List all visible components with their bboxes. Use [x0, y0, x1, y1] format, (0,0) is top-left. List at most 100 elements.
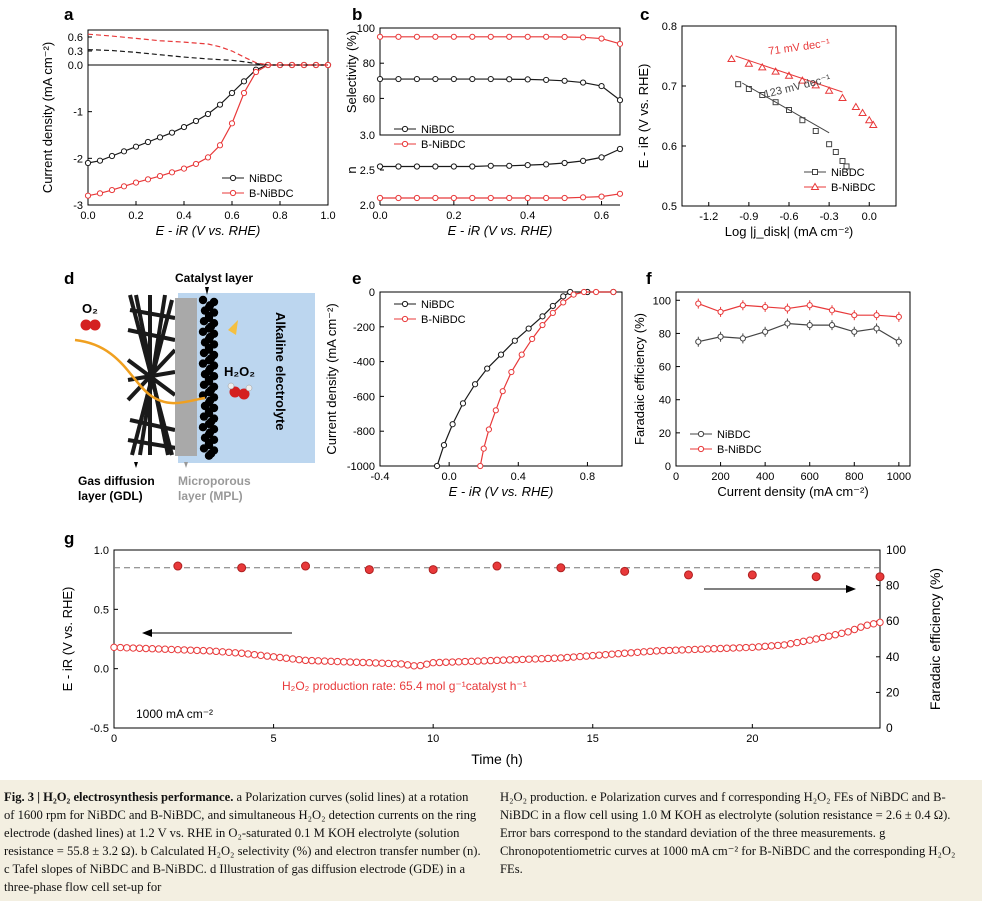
data-point	[549, 309, 556, 316]
data-point	[448, 658, 457, 666]
y-tick-label: 0.6	[68, 32, 83, 44]
x-tick-label: 1000	[887, 471, 911, 483]
legend-marker	[229, 189, 237, 197]
data-point	[598, 35, 605, 42]
y-right-tick-label: 40	[886, 650, 900, 664]
data-point	[557, 654, 565, 662]
data-point	[96, 157, 104, 164]
data-point	[346, 658, 354, 666]
panel-label-a: a	[64, 5, 74, 24]
data-point	[391, 659, 399, 668]
data-point	[812, 635, 820, 643]
catalyst-particles	[198, 295, 219, 460]
data-point	[378, 659, 386, 667]
data-point	[786, 640, 795, 648]
data-point	[838, 93, 847, 101]
data-point	[771, 67, 780, 75]
data-point	[616, 145, 624, 153]
data-point	[506, 33, 513, 40]
x-tick-label: 200	[711, 471, 729, 483]
data-point	[716, 644, 725, 653]
data-point	[142, 644, 150, 653]
data-point	[487, 75, 494, 83]
y-tick-label: -0.5	[90, 723, 109, 735]
mpl-arrow-icon	[184, 462, 188, 468]
data-point	[295, 655, 303, 664]
chart-c: -1.2 -0.9 -0.6 -0.3 0.0 0.8 0.7 0.6 0.5 E - iR (V…	[636, 21, 897, 239]
catalyst-arrow-icon	[205, 287, 209, 295]
data-point	[729, 644, 737, 652]
y-axis-label: n	[344, 166, 359, 173]
x-tick-label: 0.2	[446, 210, 461, 222]
data-point	[580, 288, 588, 296]
data-point	[806, 322, 813, 329]
annotation: H₂O₂ production rate: 65.4 mol g⁻¹cataly…	[282, 679, 527, 693]
data-point	[120, 148, 128, 155]
x-axis-label: Time (h)	[471, 751, 523, 767]
x-tick-label: 0.0	[862, 211, 877, 223]
data-point	[876, 618, 884, 627]
data-point	[276, 653, 284, 662]
data-point	[858, 108, 867, 116]
data-point	[826, 141, 833, 148]
data-point	[156, 172, 164, 180]
x-tick-label: 5	[271, 733, 277, 745]
data-point	[499, 656, 508, 664]
data-point	[576, 652, 584, 661]
data-point	[180, 123, 188, 131]
data-point	[123, 644, 131, 652]
data-point	[851, 102, 861, 110]
data-point	[116, 643, 125, 652]
series-line	[698, 322, 900, 343]
data-point	[727, 54, 736, 62]
data-point	[314, 657, 322, 665]
x-tick-label: 0.8	[272, 210, 287, 222]
data-point	[359, 658, 367, 667]
legend-label: B-NiBDC	[421, 314, 466, 326]
data-point	[168, 169, 176, 176]
data-point	[739, 335, 746, 342]
y-tick-label: 3.0	[360, 130, 375, 142]
y-tick-label: 0.0	[94, 664, 109, 676]
data-point	[395, 33, 402, 40]
data-point	[508, 368, 515, 376]
data-point	[735, 644, 744, 652]
y-tick-label: 1.0	[94, 545, 109, 557]
data-point	[308, 656, 316, 665]
data-point	[543, 33, 550, 40]
data-point	[529, 335, 536, 343]
data-point	[598, 82, 605, 90]
data-point	[429, 659, 437, 667]
data-point	[616, 40, 624, 47]
data-point	[561, 194, 568, 202]
data-point	[228, 89, 236, 97]
data-point	[531, 655, 539, 663]
x-tick-label: 20	[746, 733, 758, 745]
data-point	[579, 194, 587, 201]
data-point	[869, 620, 878, 628]
data-point	[156, 134, 164, 141]
data-point	[838, 629, 846, 638]
data-point	[717, 308, 724, 315]
data-point	[524, 194, 531, 202]
caption-right: H₂O₂ production. e Polarization curves a…	[500, 790, 956, 876]
data-point	[450, 194, 457, 202]
data-point	[832, 149, 839, 155]
data-point	[204, 110, 212, 118]
data-point	[608, 650, 616, 658]
data-point	[263, 652, 271, 660]
data-point	[506, 656, 514, 664]
data-point	[524, 162, 531, 169]
data-point	[376, 33, 384, 40]
data-point	[148, 645, 157, 653]
data-point	[252, 68, 260, 76]
data-point	[579, 34, 587, 41]
data-point	[739, 302, 746, 309]
gdl-label-1: Gas diffusion	[78, 474, 155, 488]
data-point	[873, 325, 880, 332]
x-tick-label: 0.4	[520, 210, 535, 222]
data-point	[614, 650, 622, 658]
data-point	[640, 648, 648, 656]
data-point	[895, 313, 902, 320]
x-tick-label: 400	[756, 471, 774, 483]
